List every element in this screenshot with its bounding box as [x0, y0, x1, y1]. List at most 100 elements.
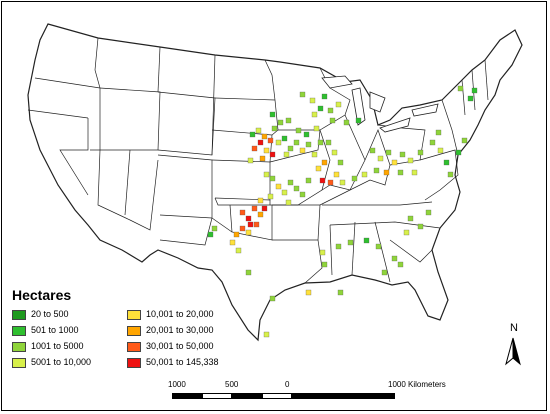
county-patch [355, 117, 362, 124]
county-patch [245, 269, 252, 276]
county-patch [321, 261, 328, 268]
county-patch [397, 169, 404, 176]
county-patch [281, 135, 288, 142]
county-patch [207, 231, 214, 238]
county-patch [337, 289, 344, 296]
county-patch [315, 165, 322, 172]
county-patch [257, 197, 264, 204]
legend-item-5: 10,001 to 20,000 [127, 309, 214, 321]
county-patch [417, 149, 424, 156]
county-patch [363, 237, 370, 244]
county-patch [385, 149, 392, 156]
scale-label-500: 500 [225, 380, 239, 389]
legend-item-3: 1001 to 5000 [12, 341, 84, 353]
county-patch [311, 151, 318, 158]
county-patch [443, 159, 450, 166]
county-patch [461, 137, 468, 144]
legend-swatch-8 [127, 357, 141, 368]
county-patch [417, 223, 424, 230]
county-patch [319, 177, 326, 184]
county-patch [399, 151, 406, 158]
county-patch [245, 215, 252, 222]
county-patch [471, 87, 478, 94]
county-patch [281, 189, 288, 196]
county-patch [373, 167, 380, 174]
scale-bar: 1000 500 0 1000 Kilometers [168, 380, 448, 410]
county-patch [305, 289, 312, 296]
county-patch [261, 133, 268, 140]
county-patch [325, 139, 332, 146]
county-patch [293, 139, 300, 146]
county-patch [425, 209, 432, 216]
county-patch [305, 141, 312, 148]
county-patch [235, 247, 242, 254]
county-patch [303, 131, 310, 138]
legend: Hectares 20 to 500 501 to 1000 1001 to 5… [12, 287, 242, 369]
county-patch [309, 97, 316, 104]
scale-segment-3 [232, 393, 262, 399]
county-patch [285, 199, 292, 206]
north-arrow-icon [505, 337, 521, 366]
county-patch [295, 127, 302, 134]
county-patch [269, 175, 276, 182]
county-patch [327, 179, 334, 186]
county-patch [275, 139, 282, 146]
county-patch [299, 191, 306, 198]
county-patch [435, 129, 442, 136]
legend-title: Hectares [12, 287, 72, 303]
county-patch [397, 261, 404, 268]
county-patch [269, 111, 276, 118]
county-patch [249, 131, 256, 138]
county-patch [257, 139, 264, 146]
county-patch [269, 295, 276, 302]
county-patch [261, 205, 268, 212]
county-patch [447, 171, 454, 178]
county-patch [311, 111, 318, 118]
county-patch [283, 151, 290, 158]
legend-item-4: 5001 to 10,000 [12, 357, 91, 369]
county-patch [299, 91, 306, 98]
county-patch [259, 155, 266, 162]
county-patch [407, 215, 414, 222]
legend-item-7: 30,001 to 50,000 [127, 341, 214, 353]
county-patch [337, 159, 344, 166]
legend-item-2: 501 to 1000 [12, 325, 79, 337]
county-patch [287, 179, 294, 186]
scale-segment-1 [172, 393, 202, 399]
county-patch [455, 149, 462, 156]
county-patch [457, 85, 464, 92]
legend-swatch-4 [12, 357, 26, 368]
county-patch [429, 139, 436, 146]
county-patch [253, 221, 260, 228]
county-patch [229, 239, 236, 246]
great-lakes [321, 75, 439, 133]
legend-swatch-6 [127, 325, 141, 336]
north-arrow: N [502, 322, 524, 366]
county-patch [361, 171, 368, 178]
scale-segment-5 [292, 393, 395, 399]
county-patch [369, 147, 376, 154]
county-patch [245, 229, 252, 236]
county-patch [247, 157, 254, 164]
county-patch [467, 95, 474, 102]
county-patch [331, 149, 338, 156]
county-patch [263, 331, 270, 338]
county-patch [293, 185, 300, 192]
county-patch [391, 159, 398, 166]
county-patch [277, 119, 284, 126]
county-patch [285, 117, 292, 124]
county-patch [391, 255, 398, 262]
legend-swatch-2 [12, 325, 26, 336]
scale-label-km: 1000 Kilometers [388, 380, 446, 389]
legend-item-6: 20,001 to 30,000 [127, 325, 214, 337]
legend-swatch-3 [12, 341, 26, 352]
legend-item-8: 50,001 to 145,338 [127, 357, 219, 369]
legend-swatch-5 [127, 309, 141, 320]
county-patch [275, 183, 282, 190]
county-patch [383, 169, 390, 176]
county-patch [347, 239, 354, 246]
legend-swatch-1 [12, 309, 26, 320]
county-patch [255, 127, 262, 134]
